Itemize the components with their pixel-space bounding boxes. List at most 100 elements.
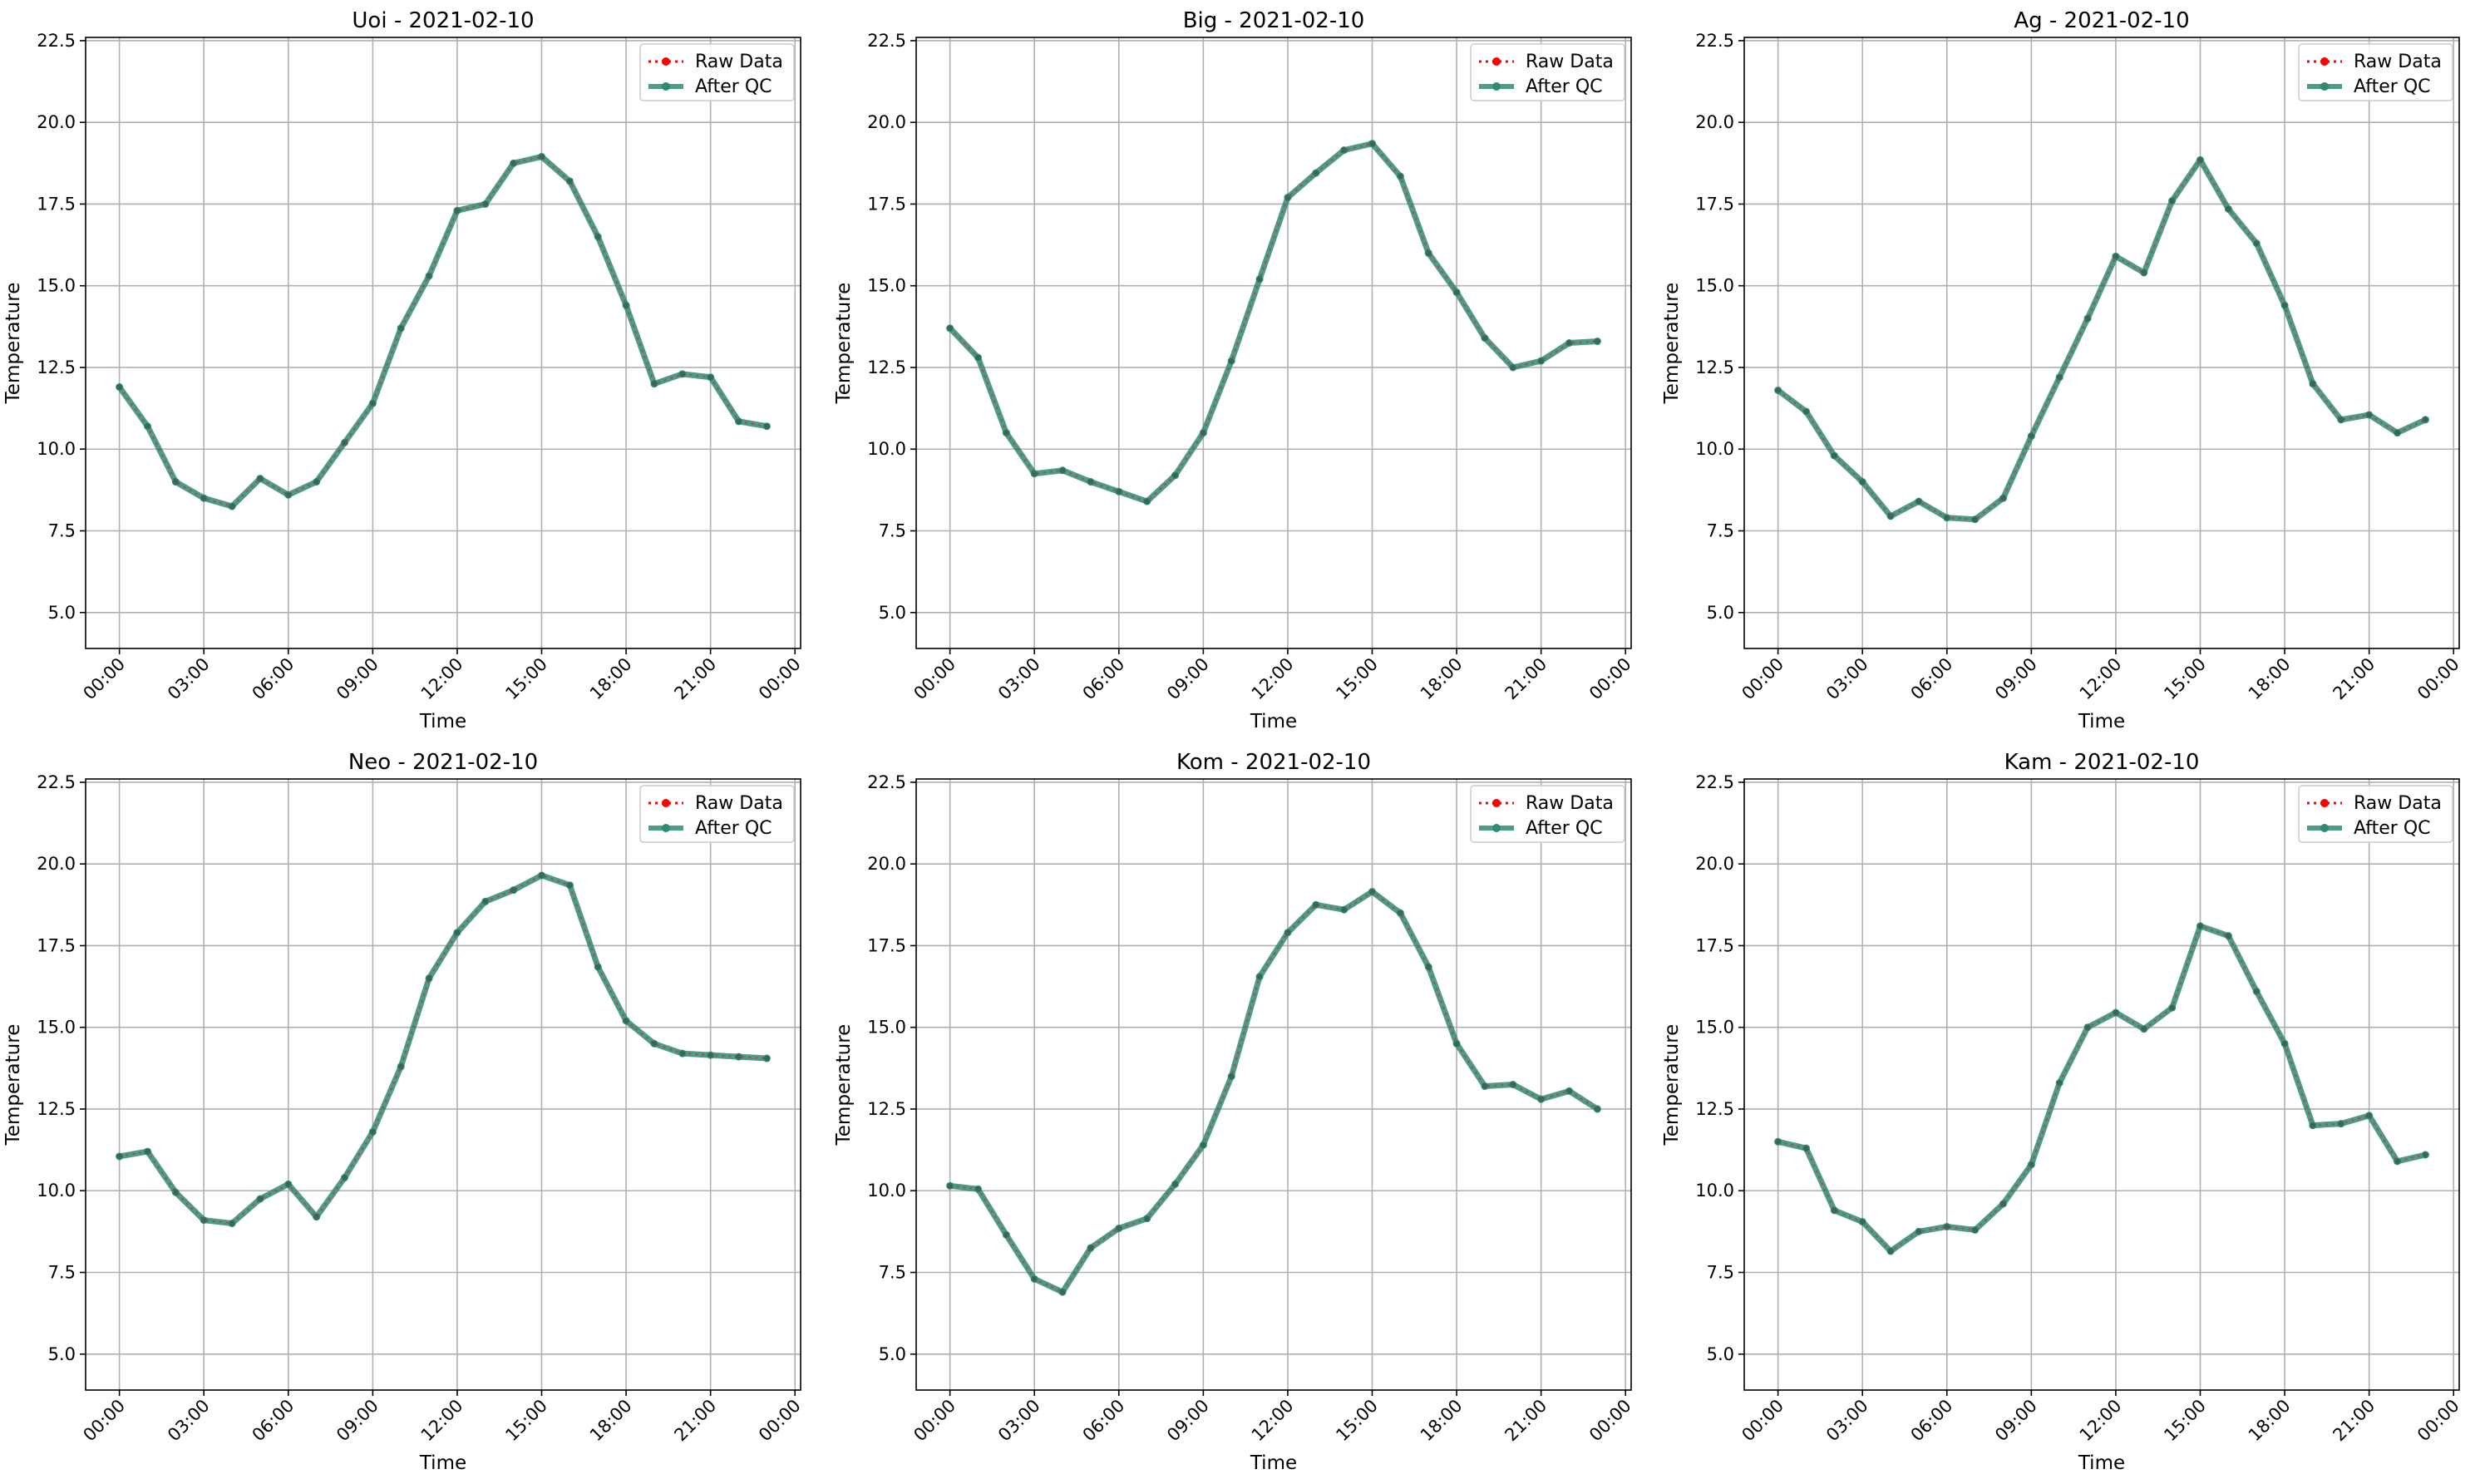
x-tick-label: 09:00 — [333, 654, 382, 704]
x-tick-label: 00:00 — [1585, 1396, 1635, 1446]
y-tick-label: 17.5 — [1695, 194, 1734, 214]
raw-data-point — [1059, 467, 1066, 473]
x-tick-label: 00:00 — [1585, 654, 1635, 704]
legend-raw-label: Raw Data — [2354, 793, 2442, 814]
raw-data-point — [370, 401, 376, 407]
after-qc-line — [116, 872, 770, 1227]
raw-data-point — [1510, 1082, 1516, 1087]
raw-data-point — [736, 418, 742, 425]
x-tick-label: 00:00 — [1738, 1396, 1787, 1446]
raw-data-point — [2141, 269, 2147, 276]
y-tick-label: 20.0 — [867, 854, 906, 874]
raw-data-point — [1803, 408, 1809, 415]
axes-frame — [1743, 778, 2460, 1391]
x-tick-label: 06:00 — [1079, 1396, 1129, 1446]
raw-data-point — [1032, 1276, 1038, 1282]
x-tick-label: 15:00 — [1332, 1396, 1382, 1446]
y-tick-label: 22.5 — [1695, 772, 1734, 792]
raw-data-point — [2169, 198, 2175, 204]
raw-data-point — [567, 882, 573, 888]
raw-data-point — [482, 201, 488, 207]
y-tick-label: 17.5 — [37, 194, 76, 214]
raw-data-point — [370, 1129, 376, 1135]
raw-data-point — [454, 929, 461, 935]
legend-qc-marker — [2320, 824, 2329, 832]
raw-data-point — [736, 1053, 742, 1060]
raw-data-point — [510, 160, 516, 166]
raw-data-point — [1144, 498, 1150, 505]
raw-data-point — [1426, 964, 1432, 970]
legend-raw-marker — [2320, 799, 2329, 807]
raw-data-point — [2310, 381, 2316, 387]
subplot-1: 5.0 7.5 10.0 12.5 15.0 17.5 20.0 22.5 00:00 03:00… — [2, 8, 805, 732]
y-tick-label: 5.0 — [879, 1344, 906, 1364]
legend-raw-marker — [1492, 799, 1501, 807]
grid-lines — [86, 37, 801, 648]
raw-data-point — [679, 371, 685, 377]
raw-data-point — [595, 964, 601, 970]
legend: Raw Data After QC — [2298, 785, 2453, 843]
raw-data-point — [1453, 1041, 1460, 1047]
x-tick-label: 00:00 — [2413, 654, 2463, 704]
raw-data-point — [426, 273, 432, 279]
y-tick-label: 7.5 — [879, 521, 906, 541]
raw-data-point — [285, 492, 291, 498]
raw-data-point — [595, 234, 601, 239]
raw-data-point — [116, 1153, 122, 1160]
y-axis-label: Temperature — [833, 283, 855, 405]
raw-data-point — [623, 1018, 629, 1024]
subplot-title: Kam - 2021-02-10 — [2004, 750, 2200, 775]
y-tick-label: 15.0 — [1695, 1018, 1734, 1038]
y-tick-label: 5.0 — [1707, 603, 1734, 623]
raw-data-point — [1032, 471, 1038, 476]
y-tick-label: 17.5 — [1695, 935, 1734, 955]
raw-data-point — [2000, 495, 2006, 501]
raw-data-point — [947, 1183, 953, 1189]
raw-data-point — [975, 1186, 981, 1192]
y-tick-label: 22.5 — [867, 772, 906, 792]
raw-data-point — [1775, 387, 1781, 393]
raw-data-point — [1972, 516, 1978, 522]
series-raw-data — [1775, 157, 2428, 522]
x-tick-label: 09:00 — [1163, 1396, 1213, 1446]
raw-data-point — [1229, 1073, 1235, 1079]
raw-data-point — [454, 208, 461, 214]
raw-data-point — [2169, 1004, 2175, 1011]
series-after-qc — [116, 152, 771, 510]
x-tick-label: 21:00 — [670, 654, 720, 704]
subplot-title: Ag - 2021-02-10 — [2014, 8, 2189, 33]
x-tick-label: 12:00 — [1248, 1396, 1298, 1446]
legend: Raw Data After QC — [2298, 43, 2453, 101]
raw-data-point — [708, 374, 713, 380]
after-qc-line — [947, 889, 1600, 1295]
x-tick-label: 15:00 — [2160, 1396, 2210, 1446]
raw-data-point — [2338, 417, 2344, 423]
y-tick-label: 12.5 — [867, 357, 906, 377]
raw-data-point — [2338, 1121, 2344, 1127]
legend-raw-marker — [2320, 57, 2329, 66]
y-tick-label: 15.0 — [867, 276, 906, 296]
series-raw-data — [116, 154, 770, 510]
series-raw-data — [116, 872, 770, 1226]
raw-data-point — [2113, 254, 2119, 259]
raw-data-point — [2254, 989, 2260, 994]
y-axis-label: Temperature — [2, 1024, 24, 1146]
y-axis-label: Temperature — [2, 283, 24, 405]
x-tick-label: 06:00 — [1907, 1396, 1957, 1446]
raw-data-point — [1832, 1207, 1837, 1214]
raw-data-point — [2057, 1080, 2063, 1086]
x-tick-label: 12:00 — [2076, 654, 2126, 704]
raw-data-point — [229, 503, 235, 510]
raw-data-point — [1482, 335, 1488, 341]
raw-data-point — [2423, 417, 2428, 423]
x-tick-label: 12:00 — [1248, 654, 1298, 704]
raw-data-point — [2197, 157, 2203, 163]
subplot-6: 5.0 7.5 10.0 12.5 15.0 17.5 20.0 22.5 00:00 03:00… — [1661, 750, 2463, 1474]
raw-data-point — [2423, 1151, 2428, 1158]
y-tick-label: 7.5 — [879, 1263, 906, 1283]
subplot-title: Big - 2021-02-10 — [1183, 8, 1365, 33]
raw-data-point — [482, 899, 488, 905]
x-tick-label: 12:00 — [417, 1396, 467, 1446]
series-after-qc — [1774, 922, 2429, 1255]
